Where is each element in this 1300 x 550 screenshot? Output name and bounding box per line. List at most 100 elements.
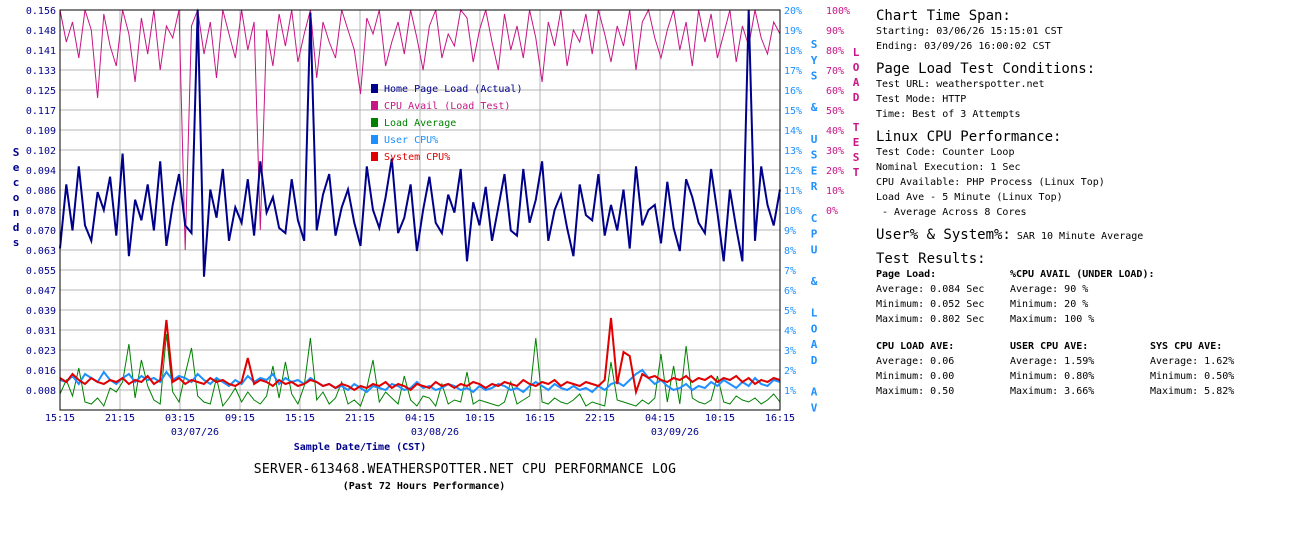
date-label: 03/08/26 bbox=[411, 427, 459, 438]
load-test-tick-label: 90% bbox=[826, 26, 844, 37]
span-end: Ending: 03/09/26 16:00:02 CST bbox=[876, 41, 1051, 52]
svg-text:C: C bbox=[811, 212, 818, 225]
svg-text:T: T bbox=[853, 121, 860, 134]
cpu-nominal: Nominal Execution: 1 Sec bbox=[876, 162, 1021, 173]
page-load-max: Maximum: 0.802 Sec bbox=[876, 314, 985, 325]
legend-swatch bbox=[371, 135, 378, 144]
span-start: Starting: 03/06/26 15:15:01 CST bbox=[876, 26, 1063, 37]
left-tick-label: 0.008 bbox=[26, 386, 56, 397]
svg-text:d: d bbox=[13, 221, 20, 234]
svg-text:S: S bbox=[13, 146, 20, 159]
load-ave-min: Minimum: 0.00 bbox=[876, 371, 955, 382]
left-tick-label: 0.125 bbox=[26, 86, 56, 97]
legend-swatch bbox=[371, 118, 378, 127]
svg-text:S: S bbox=[811, 70, 818, 83]
right-tick-label: 8% bbox=[784, 246, 796, 257]
left-tick-label: 0.023 bbox=[26, 346, 56, 357]
legend-swatch bbox=[371, 84, 378, 93]
load-average-line bbox=[59, 333, 781, 408]
results-heading: Test Results: bbox=[876, 251, 986, 267]
cpu-heading: Linux CPU Performance: bbox=[876, 129, 1062, 145]
user-system-row: User% & System%: SAR 10 Minute Average bbox=[876, 227, 1296, 244]
axis-titles: Sample Date/Time (CST)SecondsSYS&USERCPU… bbox=[13, 38, 860, 453]
left-tick-label: 0.063 bbox=[26, 246, 56, 257]
page-load-min: Minimum: 0.052 Sec bbox=[876, 299, 985, 310]
right-tick-label: 6% bbox=[784, 286, 796, 297]
svg-text:c: c bbox=[13, 176, 20, 189]
left-tick-label: 0.156 bbox=[26, 6, 56, 17]
legend-swatch bbox=[371, 152, 378, 161]
legend-label: Home Page Load (Actual) bbox=[384, 84, 522, 95]
chart-title: SERVER-613468.WEATHERSPOTTER.NET CPU PER… bbox=[253, 462, 677, 477]
svg-text:A: A bbox=[853, 76, 860, 89]
x-tick-label: 21:15 bbox=[105, 413, 135, 424]
date-label: 03/07/26 bbox=[171, 427, 219, 438]
x-tick-label: 16:15 bbox=[765, 413, 795, 424]
svg-text:E: E bbox=[811, 164, 818, 177]
svg-text:D: D bbox=[853, 91, 860, 104]
left-tick-label: 0.086 bbox=[26, 186, 56, 197]
x-tick-label: 15:15 bbox=[285, 413, 315, 424]
performance-chart: 0.156 0.148 0.141 0.133 0.125 0.117 0.109 0.102… bbox=[13, 6, 860, 453]
svg-text:L: L bbox=[853, 46, 860, 59]
right-tick-label: 5% bbox=[784, 306, 796, 317]
legend-swatch bbox=[371, 101, 378, 110]
plt-time: Time: Best of 3 Attempts bbox=[876, 109, 1021, 120]
right-tick-label: 4% bbox=[784, 326, 796, 337]
info-panel: Chart Time Span: Starting: 03/06/26 15:1… bbox=[876, 8, 1296, 399]
legend-label: System CPU% bbox=[384, 152, 450, 163]
svg-text:S: S bbox=[853, 151, 860, 164]
chart-grid bbox=[60, 10, 780, 410]
left-tick-label: 0.055 bbox=[26, 266, 56, 277]
cpu-load: Load Ave - 5 Minute (Linux Top) bbox=[876, 192, 1063, 203]
results-bottom: CPU LOAD AVE: Average: 0.06 Minimum: 0.0… bbox=[876, 339, 1296, 399]
svg-text:S: S bbox=[811, 149, 818, 162]
svg-text:A: A bbox=[811, 386, 818, 399]
span-heading: Chart Time Span: bbox=[876, 8, 1011, 24]
svg-text:O: O bbox=[853, 61, 860, 74]
load-test-tick-label: 100% bbox=[826, 6, 850, 17]
svg-text:V: V bbox=[811, 401, 818, 414]
right-tick-label: 12% bbox=[784, 166, 802, 177]
sys-cpu-max: Maximum: 5.82% bbox=[1150, 386, 1235, 397]
x-axis-title: Sample Date/Time (CST) bbox=[294, 441, 426, 453]
right-tick-label: 11% bbox=[784, 186, 802, 197]
svg-text:Y: Y bbox=[811, 54, 818, 67]
left-tick-label: 0.070 bbox=[26, 226, 56, 237]
load-test-tick-label: 20% bbox=[826, 166, 844, 177]
right-tick-label: 13% bbox=[784, 146, 802, 157]
x-tick-label: 03:15 bbox=[165, 413, 195, 424]
svg-text:U: U bbox=[811, 243, 818, 256]
svg-text:A: A bbox=[811, 338, 818, 351]
chart-subtitle: (Past 72 Hours Performance) bbox=[342, 481, 506, 492]
load-ave-stats: CPU LOAD AVE: Average: 0.06 Minimum: 0.0… bbox=[876, 339, 1010, 399]
legend-label: CPU Avail (Load Test) bbox=[384, 101, 510, 112]
legend-label: Load Average bbox=[384, 118, 456, 129]
chart-series bbox=[59, 8, 781, 408]
left-tick-label: 0.117 bbox=[26, 106, 56, 117]
svg-text:E: E bbox=[853, 136, 860, 149]
plt-mode: Test Mode: HTTP bbox=[876, 94, 967, 105]
system-cpu-line bbox=[59, 317, 781, 396]
svg-text:O: O bbox=[811, 322, 818, 335]
user-cpu-stats: USER CPU AVE: Average: 1.59% Minimum: 0.… bbox=[1010, 339, 1150, 399]
user-system-heading: User% & System%: bbox=[876, 227, 1011, 243]
left-tick-label: 0.148 bbox=[26, 26, 56, 37]
x-tick-label: 04:15 bbox=[405, 413, 435, 424]
svg-text:s: s bbox=[13, 236, 20, 249]
left-tick-label: 0.016 bbox=[26, 366, 56, 377]
x-tick-label: 04:15 bbox=[645, 413, 675, 424]
cpu-avail-avg: Average: 90 % bbox=[1010, 284, 1089, 295]
left-tick-label: 0.094 bbox=[26, 166, 56, 177]
right-tick-label: 9% bbox=[784, 226, 796, 237]
right-tick-label: 18% bbox=[784, 46, 802, 57]
user-cpu-max: Maximum: 3.66% bbox=[1010, 386, 1095, 397]
left-tick-label: 0.109 bbox=[26, 126, 56, 137]
x-tick-label: 10:15 bbox=[705, 413, 735, 424]
page-load-heading: Page Load: bbox=[876, 269, 937, 280]
left-tick-label: 0.133 bbox=[26, 66, 56, 77]
cpu-avail-stats: %CPU AVAIL (UNDER LOAD): Average: 90 % M… bbox=[1010, 267, 1270, 327]
